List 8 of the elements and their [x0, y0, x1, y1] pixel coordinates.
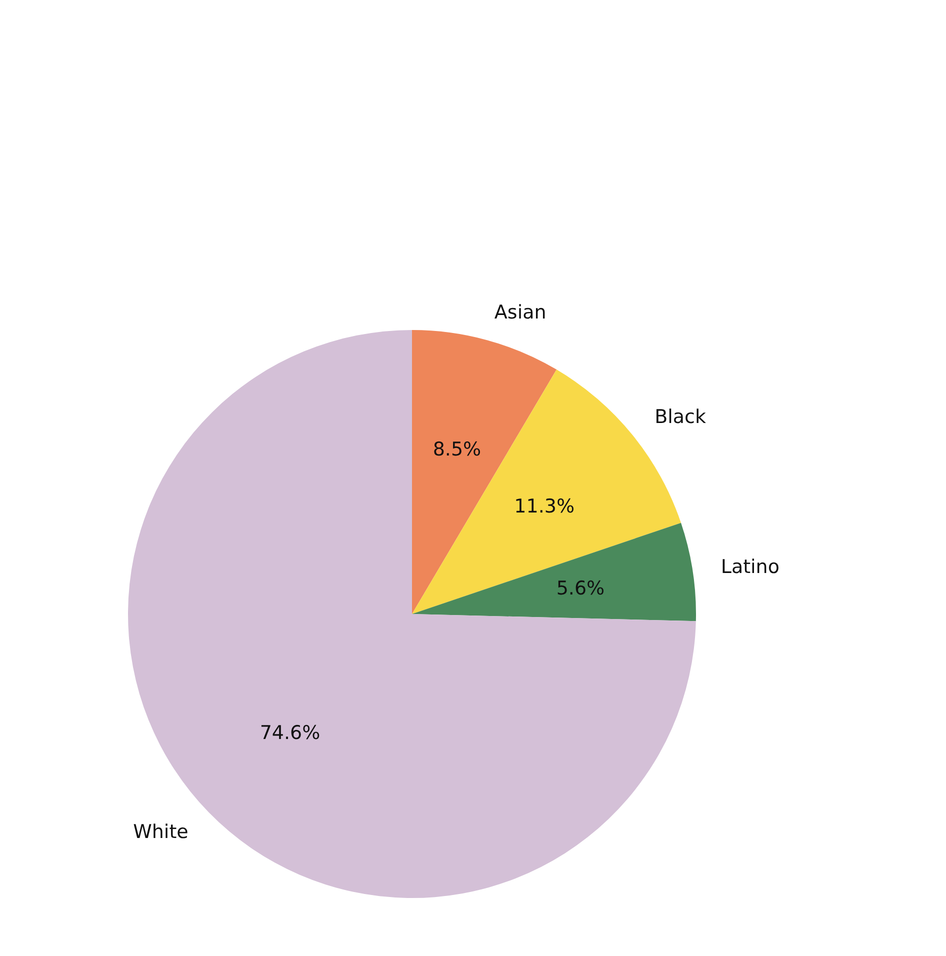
slice-label: Latino	[720, 556, 780, 578]
data-label: 5.6%	[556, 577, 605, 600]
slice-label: Black	[654, 406, 706, 428]
slice-label: Asian	[494, 302, 546, 324]
data-label: 8.5%	[432, 438, 482, 461]
slice-label: White	[133, 821, 188, 844]
data-label: 11.3%	[514, 496, 574, 518]
data-label: 74.6%	[260, 722, 320, 744]
